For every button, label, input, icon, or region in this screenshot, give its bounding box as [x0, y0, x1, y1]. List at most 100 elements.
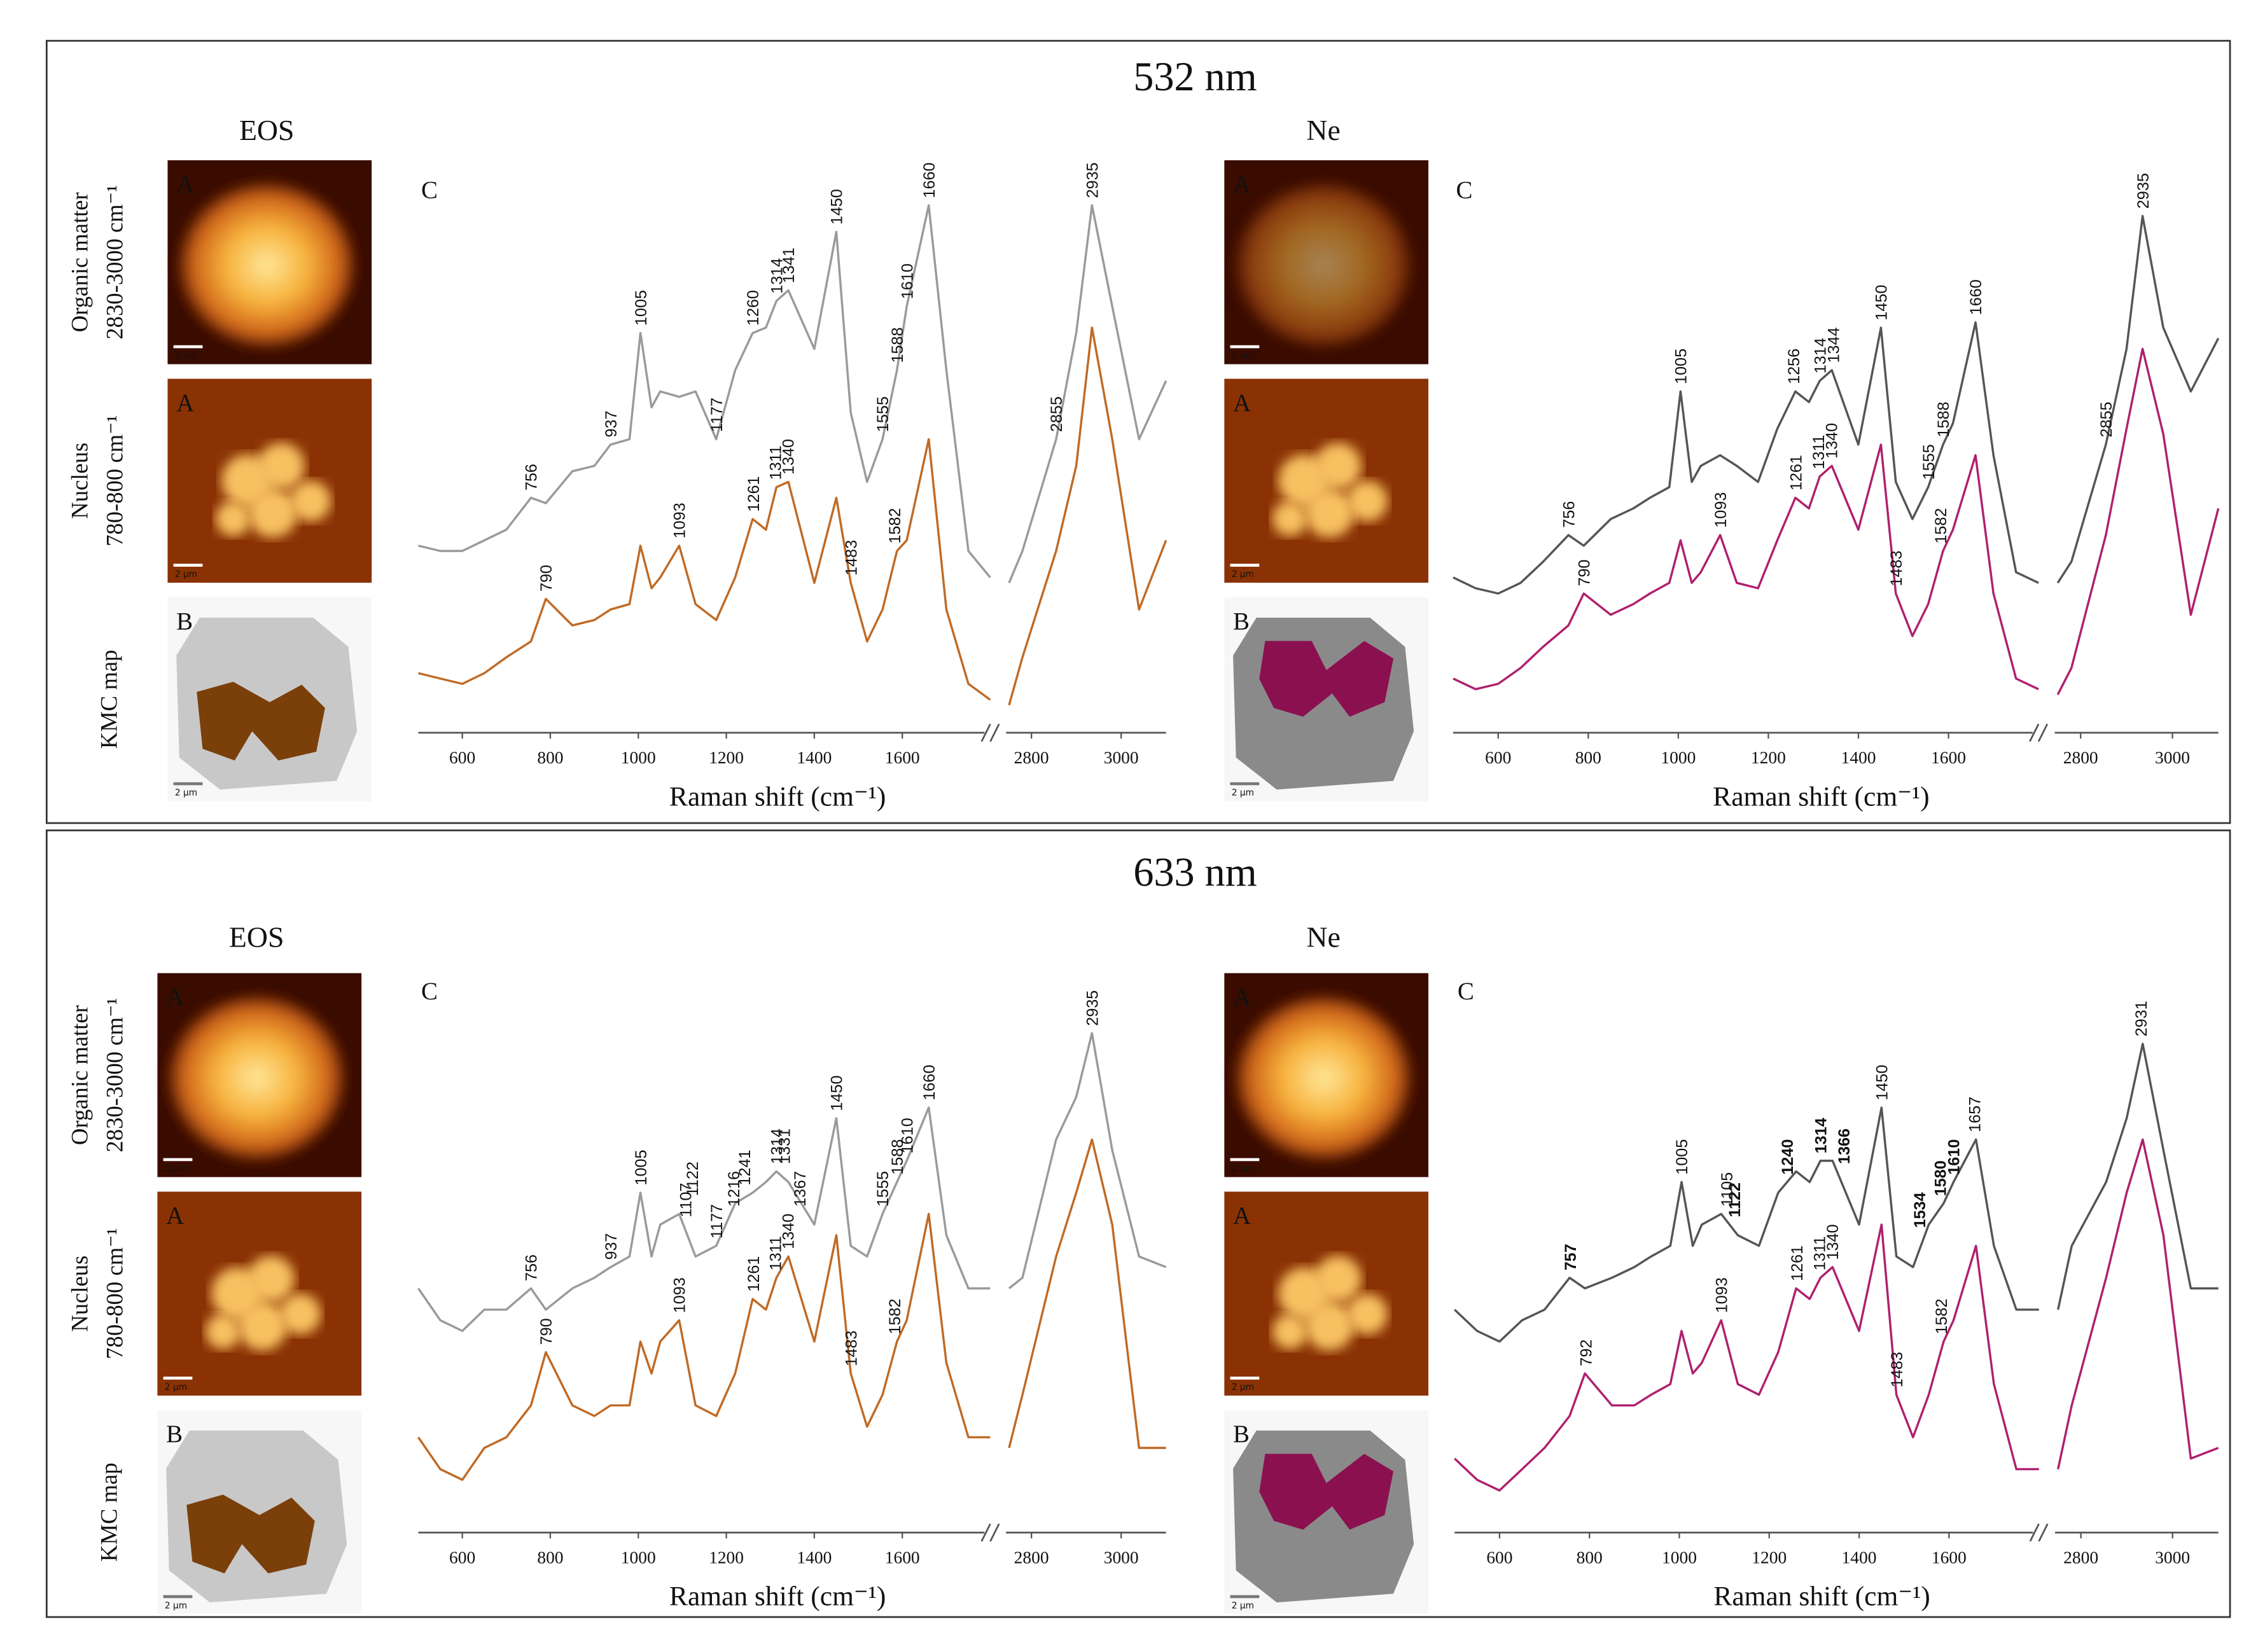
peak-label: 1588: [889, 327, 907, 363]
image-blob: [216, 501, 251, 536]
peak-label: 1582: [1933, 1298, 1951, 1334]
peak-label: 1256: [1785, 349, 1803, 384]
panel-letter: B: [166, 1420, 183, 1448]
peak-label: 1450: [1873, 285, 1891, 321]
panel-letter: A: [166, 983, 184, 1011]
peak-label: 1005: [1673, 349, 1690, 384]
x-tick-label: 3000: [2155, 1548, 2190, 1567]
peak-label: 1450: [828, 1075, 846, 1111]
cell-image: A 2 μm: [167, 160, 372, 364]
image-blob: [279, 1293, 321, 1335]
panel-letter: B: [176, 607, 193, 635]
spectrum: [418, 326, 1167, 706]
section-frame: [45, 829, 2231, 1618]
x-tick-label: 1000: [1661, 748, 1696, 767]
peak-label: 1582: [1932, 508, 1950, 544]
kmc-cell: [1233, 618, 1414, 790]
row-label: Nucleus: [66, 1256, 92, 1332]
peak-label: 1260: [744, 290, 762, 326]
peak-label: 1450: [828, 189, 846, 225]
x-tick-label: 1400: [1841, 748, 1876, 767]
scale-bar-label: 2 μm: [165, 1600, 187, 1611]
scale-bar-label: 2 μm: [1232, 569, 1254, 580]
x-tick-label: 800: [537, 1548, 563, 1567]
peak-label: 1340: [1824, 1224, 1842, 1260]
peak-label: 2855: [2098, 401, 2115, 437]
image-blob: [1314, 443, 1362, 490]
row-label: Organic matter: [66, 1005, 92, 1145]
cell-image: A 2 μm: [1224, 160, 1429, 364]
cell-title: Ne: [1306, 114, 1340, 146]
x-tick-label: 2800: [2063, 1548, 2098, 1567]
scale-bar-label: 2 μm: [1232, 351, 1254, 361]
peak-label: 1005: [1673, 1139, 1691, 1175]
peak-label: 1660: [921, 162, 938, 198]
x-axis-label: Raman shift (cm⁻¹): [669, 781, 886, 812]
peak-label: 1261: [1788, 455, 1806, 490]
row-label: KMC map: [95, 649, 122, 749]
x-tick-label: 600: [449, 1548, 475, 1567]
x-tick-label: 3000: [2155, 748, 2190, 767]
cell-image: B 2 μm: [157, 1410, 362, 1614]
x-tick-label: 1000: [1662, 1548, 1697, 1567]
peak-label: 756: [523, 1254, 541, 1281]
scale-bar-label: 2 μm: [175, 788, 197, 798]
peak-label: 1588: [889, 1139, 907, 1175]
x-tick-label: 800: [1575, 748, 1601, 767]
image-blob: [247, 488, 298, 538]
image-blob: [1314, 1256, 1362, 1303]
panel-letter: A: [176, 389, 194, 417]
peak-label: 1580: [1932, 1160, 1949, 1196]
peak-label: 1240: [1779, 1139, 1797, 1175]
peak-label: 1657: [1967, 1097, 1984, 1132]
peak-label: 1177: [708, 1204, 726, 1239]
peak-label: 2931: [2133, 1001, 2150, 1036]
scale-bar-label: 2 μm: [1232, 1382, 1254, 1392]
peak-label: 1105: [1718, 1172, 1736, 1207]
peak-label: 1093: [1713, 1277, 1731, 1313]
x-tick-label: 1200: [1752, 1548, 1787, 1567]
peak-label: 1341: [780, 247, 798, 283]
cell-image: A 2 μm: [167, 378, 372, 583]
axis-break: [2037, 723, 2049, 742]
peak-label: 2935: [1084, 162, 1102, 198]
peak-label: 1610: [898, 263, 916, 299]
peak-label: 1483: [842, 1331, 860, 1366]
row-label: 2830-3000 cm⁻¹: [101, 185, 127, 340]
peak-label: 1314: [1812, 1118, 1830, 1153]
axis-break: [980, 1523, 991, 1542]
kmc-cell: [1233, 1430, 1414, 1603]
x-tick-label: 1600: [885, 1548, 920, 1567]
peak-label: 1340: [780, 439, 798, 475]
image-cell: [176, 180, 358, 350]
chart-title: C: [1458, 978, 1474, 1005]
cell-image: B 2 μm: [1224, 1410, 1429, 1614]
peak-label: 756: [1560, 501, 1578, 528]
peak-label: 1241: [736, 1149, 754, 1185]
peak-label: 1450: [1874, 1065, 1892, 1100]
scale-bar-label: 2 μm: [1232, 1163, 1254, 1174]
spectrum: [1454, 1138, 2219, 1492]
axis-break: [980, 723, 991, 742]
axis-break: [989, 723, 1000, 742]
peak-label: 790: [538, 1318, 555, 1345]
x-tick-label: 600: [1485, 748, 1511, 767]
x-tick-label: 1000: [621, 1548, 656, 1567]
cell-image: B 2 μm: [167, 597, 372, 802]
peak-label: 1093: [671, 503, 689, 538]
image-blob: [247, 1256, 295, 1303]
image-blob: [1272, 501, 1307, 536]
peak-label: 756: [523, 464, 541, 490]
row-label: 780-800 cm⁻¹: [101, 415, 127, 546]
image-blob: [206, 1314, 240, 1349]
image-blob: [258, 443, 305, 490]
peak-label: 1093: [671, 1277, 689, 1313]
peak-label: 1005: [632, 290, 650, 326]
peak-label: 2855: [1048, 396, 1066, 432]
peak-label: 1660: [921, 1065, 938, 1100]
x-tick-label: 800: [537, 748, 563, 767]
peak-label: 1107: [677, 1183, 695, 1217]
x-tick-label: 1600: [885, 748, 920, 767]
image-blob: [1272, 1314, 1307, 1349]
